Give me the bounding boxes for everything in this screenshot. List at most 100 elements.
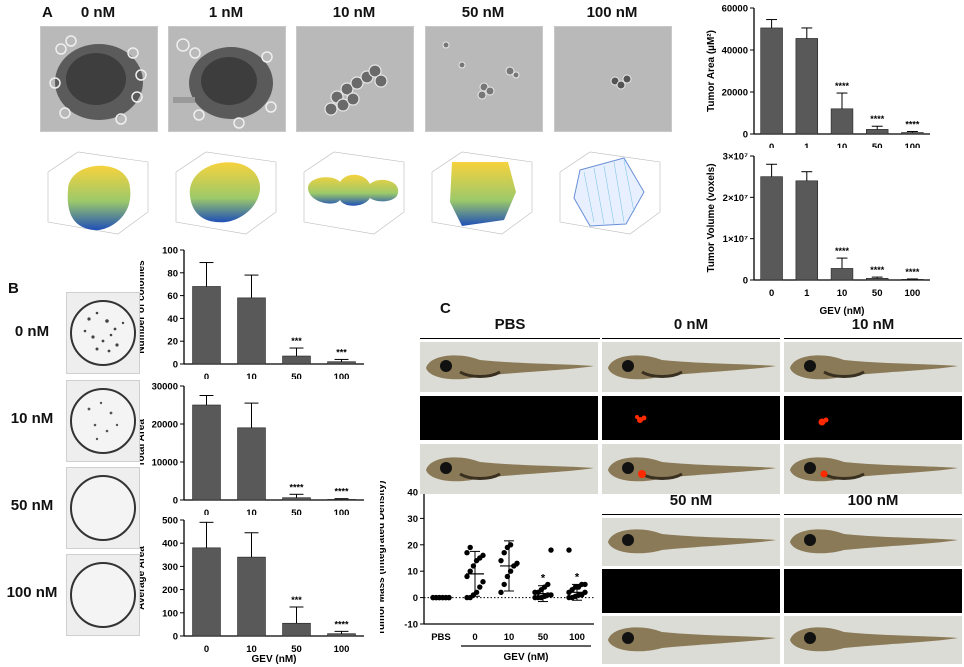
c-rule-0nM [602, 338, 780, 339]
zebrafish-brightfield-100nM [784, 518, 962, 566]
bar [237, 297, 266, 365]
bar [192, 547, 221, 637]
colony-dish-10nM [66, 380, 140, 462]
x-tick-label: 0 [204, 372, 209, 379]
zebrafish-merge-100nM [784, 616, 962, 664]
y-tick-label: 0 [743, 276, 748, 287]
data-point [545, 581, 551, 588]
total-area-bar-chart: 0 10000 20000 30000 Total Area 0 10 50 100 **** **… [140, 382, 364, 515]
colony-dish-100nM [66, 554, 140, 636]
a-conc-label: 1 nM [208, 4, 244, 21]
x-axis-label: GEV (nM) [504, 652, 549, 663]
x-tick-label: 100 [334, 644, 350, 655]
spheroid-micrograph-100nM [554, 26, 672, 132]
b-conc-label: 10 nM [10, 410, 54, 427]
c-label-pbs: PBS [494, 316, 526, 333]
tumor-mass-scatter-chart: -10 0 10 20 30 40 Tumor Mass (Integrated Densi… [380, 481, 594, 663]
y-axis-label: Tumor Area (µM²) [706, 30, 717, 112]
bar [237, 427, 266, 501]
significance-label: **** [870, 265, 885, 275]
y-tick-label: 0 [173, 632, 178, 643]
y-axis-label: Total Area [140, 419, 147, 467]
bar [760, 27, 783, 135]
bar [760, 176, 783, 281]
y-tick-label: 0 [173, 360, 178, 371]
significance-label: *** [291, 336, 302, 346]
average-area-bar-chart: 0 100 200 300 400 500 Average Area 0 10 50 100 GEV … [140, 516, 364, 665]
3d-reconstruction-100nM [550, 142, 670, 238]
y-tick-label: 300 [162, 562, 178, 573]
y-tick-label: 200 [162, 585, 178, 596]
x-tick-label: 100 [334, 508, 350, 515]
data-point [480, 579, 486, 585]
data-point [498, 589, 504, 596]
x-tick-label: 10 [246, 644, 257, 655]
x-tick-label: 10 [246, 508, 257, 515]
significance-label: **** [334, 487, 349, 497]
x-tick-label: 0 [769, 288, 774, 299]
x-tick-label: 50 [872, 288, 883, 299]
c-rule-50nM [602, 514, 780, 515]
y-tick-label: 0 [413, 593, 418, 604]
bar [901, 279, 924, 281]
zebrafish-merge-pbs [420, 444, 598, 494]
y-tick-label: 40000 [722, 46, 748, 57]
y-tick-label: 60000 [722, 4, 748, 15]
b-conc-label: 50 nM [10, 497, 54, 514]
zebrafish-fluorescence-100nM [784, 569, 962, 613]
significance-label: * [541, 573, 546, 585]
x-tick-label: 100 [334, 372, 350, 379]
significance-label: **** [835, 246, 850, 256]
bar [865, 278, 889, 281]
y-tick-label: 500 [162, 516, 178, 527]
spheroid-micrograph-0nM [40, 26, 158, 132]
x-tick-label: 50 [538, 632, 549, 643]
y-tick-label: 1×10⁷ [723, 234, 748, 245]
x-tick-label: 50 [291, 644, 302, 655]
colony-dish-0nM [66, 292, 140, 374]
c-label-10nM: 10 nM [851, 316, 895, 333]
significance-label: * [575, 571, 580, 583]
c-label-100nM: 100 nM [847, 492, 899, 509]
y-tick-label: 20000 [152, 420, 178, 431]
3d-reconstruction-50nM [422, 142, 542, 238]
b-conc-label: 0 nM [14, 323, 50, 340]
y-tick-label: 0 [743, 130, 748, 141]
x-tick-label: 50 [291, 508, 302, 515]
zebrafish-merge-0nM [602, 444, 780, 494]
data-point [501, 581, 507, 588]
x-axis-label: GEV (nM) [820, 306, 865, 317]
data-point [477, 584, 483, 590]
data-point [582, 581, 588, 588]
x-tick-label: 1 [804, 288, 810, 299]
data-point [480, 552, 486, 559]
y-tick-label: 2×10⁷ [723, 193, 748, 204]
bar [192, 286, 221, 365]
a-conc-label: 0 nM [80, 4, 116, 21]
c-label-50nM: 50 nM [669, 492, 713, 509]
significance-label: **** [835, 81, 850, 91]
y-tick-label: 20 [167, 337, 178, 348]
x-tick-label: 0 [204, 644, 209, 655]
spheroid-micrograph-1nM [168, 26, 286, 132]
significance-label: *** [291, 595, 302, 605]
a-conc-label: 50 nM [461, 4, 505, 21]
zebrafish-merge-50nM [602, 616, 780, 664]
data-point [566, 547, 572, 553]
panel-letter-b: B [8, 280, 19, 297]
bar [282, 622, 311, 637]
significance-label: **** [334, 619, 349, 629]
zebrafish-brightfield-pbs [420, 342, 598, 392]
bar [830, 268, 854, 281]
x-tick-label: 50 [872, 142, 883, 148]
panel-letter-c: C [440, 300, 451, 317]
x-tick-label: 100 [904, 288, 920, 299]
y-tick-label: 40 [407, 488, 418, 499]
x-tick-label: 100 [569, 632, 585, 643]
data-point [464, 573, 470, 580]
significance-label: **** [870, 114, 885, 124]
colony-dish-50nM [66, 467, 140, 549]
y-tick-label: 10 [407, 567, 418, 578]
x-tick-label: 10 [837, 142, 848, 148]
x-tick-label: 10 [837, 288, 848, 299]
